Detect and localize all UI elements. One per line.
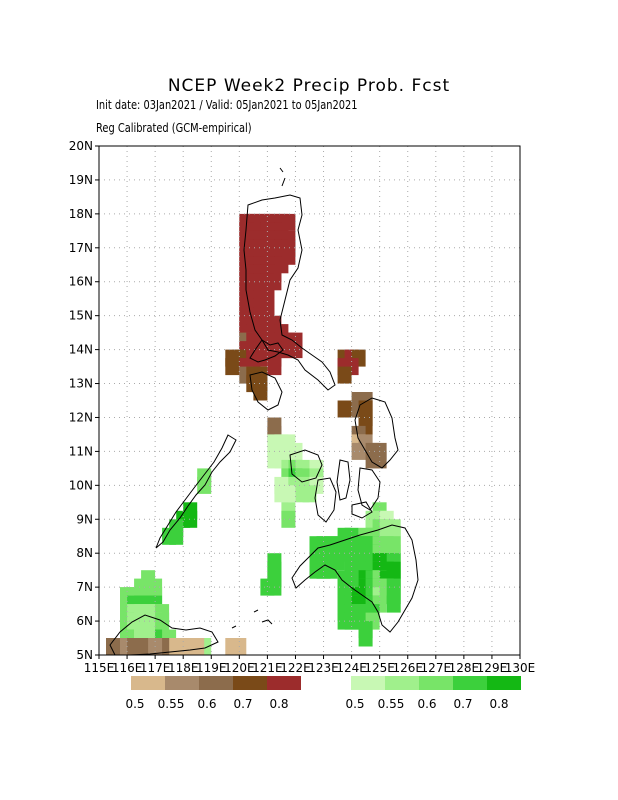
lat-tick-label: 6N (76, 614, 93, 628)
mindanao-coastline (291, 524, 419, 633)
prob-cell-dry5 (267, 358, 282, 376)
lat-tick-label: 20N (69, 139, 93, 153)
lon-tick-label: 119E (196, 661, 227, 675)
prob-cell-dry4 (253, 383, 268, 401)
legend-swatch-wet (419, 676, 453, 690)
lat-tick-label: 9N (76, 512, 93, 526)
map-subtitle-dates: Init date: 03Jan2021 / Valid: 05Jan2021 … (96, 98, 358, 112)
lon-tick-label: 129E (477, 661, 508, 675)
lon-tick-label: 115E (84, 661, 115, 675)
lat-tick-label: 12N (69, 410, 93, 424)
prob-cell-dry5 (288, 341, 303, 359)
probability-cells (106, 213, 401, 655)
luzon-bay-coastline (249, 339, 284, 363)
legend-label-wet: 0.55 (378, 697, 405, 711)
lon-tick-label: 118E (168, 661, 199, 675)
cebu-coastline (336, 459, 351, 501)
legend-swatch-wet (385, 676, 419, 690)
legend-label-dry: 0.5 (125, 697, 144, 711)
lon-tick-label: 126E (392, 661, 423, 675)
legend-label-dry: 0.6 (197, 697, 216, 711)
legend-swatch-wet (487, 676, 521, 690)
probability-legend: 0.5 0.55 0.6 0.7 0.8 0.5 0.55 0.6 0.7 0.8 (125, 676, 521, 711)
prob-cell-wet3 (281, 510, 296, 528)
prob-cell-dry4 (337, 366, 352, 384)
lat-tick-label: 13N (69, 377, 93, 391)
lon-tick-label: 117E (140, 661, 171, 675)
prob-cell-dry1 (190, 638, 205, 655)
map-title: NCEP Week2 Precip Prob. Fcst (167, 76, 451, 96)
lon-tick-label: 122E (280, 661, 311, 675)
legend-label-dry: 0.7 (233, 697, 252, 711)
map-subtitle-method: Reg Calibrated (GCM-empirical) (96, 121, 252, 135)
legend-label-wet: 0.6 (417, 697, 436, 711)
samar-coastline (354, 397, 399, 469)
prob-cell-dry4 (337, 400, 352, 418)
legend-swatch-dry (267, 676, 301, 690)
lat-tick-label: 7N (76, 580, 93, 594)
prob-cell-wet2 (302, 485, 317, 503)
sulu-islands (231, 167, 286, 629)
mindoro-coastline (249, 371, 283, 411)
legend-swatch-wet (351, 676, 385, 690)
prob-cell-wet4 (358, 629, 373, 647)
legend-swatch-dry (165, 676, 199, 690)
lat-tick-label: 17N (69, 241, 93, 255)
panay-coastline (289, 449, 323, 483)
lon-tick-label: 127E (421, 661, 452, 675)
luzon-coastline (243, 194, 336, 391)
legend-label-dry: 0.8 (269, 697, 288, 711)
lon-tick-label: 130E (505, 661, 536, 675)
legend-label-wet: 0.5 (345, 697, 364, 711)
prob-cell-wet1 (281, 485, 296, 503)
lon-tick-label: 124E (336, 661, 367, 675)
legend-label-dry: 0.55 (158, 697, 185, 711)
borneo-coastline (109, 614, 219, 656)
map-frame (98, 145, 521, 656)
lon-tick-label: 120E (224, 661, 255, 675)
lat-tick-label: 15N (69, 309, 93, 323)
axis-labels: 5N 6N 7N 8N 9N 10N 11N 12N 13N 14N 15N 16N 17N 18N 19N… (69, 139, 536, 675)
lat-tick-label: 11N (69, 444, 93, 458)
legend-label-wet: 0.8 (489, 697, 508, 711)
legend-swatch-dry (233, 676, 267, 690)
legend-swatch-dry (199, 676, 233, 690)
prob-cell-wet5 (183, 510, 198, 528)
prob-cell-dry2 (351, 442, 366, 460)
prob-cell-wet4 (169, 527, 184, 545)
lon-tick-label: 121E (252, 661, 283, 675)
lon-tick-label: 123E (308, 661, 339, 675)
lon-tick-label: 116E (112, 661, 143, 675)
bohol-coastline (351, 501, 373, 519)
legend-swatch-dry (131, 676, 165, 690)
lat-tick-label: 14N (69, 343, 93, 357)
lat-tick-label: 5N (76, 648, 93, 662)
lat-tick-label: 18N (69, 207, 93, 221)
lon-tick-label: 125E (364, 661, 395, 675)
prob-cell-wet4 (386, 595, 401, 613)
negros-coastline (314, 477, 337, 523)
palawan-coastline (155, 434, 237, 549)
prob-cell-dry4 (225, 358, 240, 376)
lat-tick-label: 19N (69, 173, 93, 187)
legend-label-wet: 0.7 (453, 697, 472, 711)
lat-tick-label: 10N (69, 478, 93, 492)
legend-swatch-wet (453, 676, 487, 690)
lat-tick-label: 16N (69, 275, 93, 289)
lon-tick-label: 128E (449, 661, 480, 675)
lat-tick-label: 8N (76, 546, 93, 560)
coastline-outline (109, 167, 419, 656)
leyte-coastline (357, 467, 381, 511)
